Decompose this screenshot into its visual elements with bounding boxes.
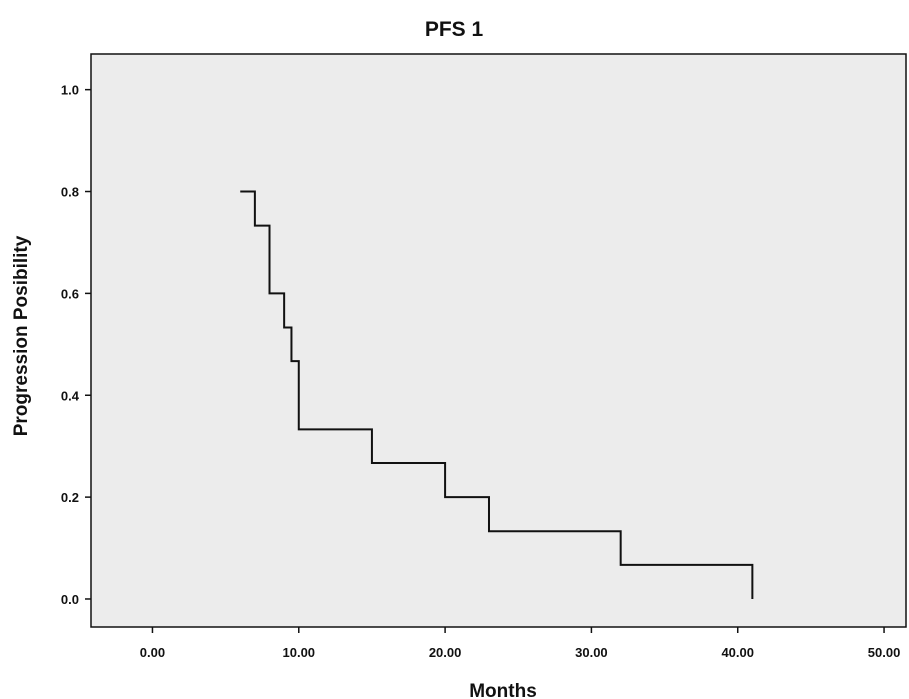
y-tick-label: 0.2 xyxy=(61,490,79,505)
x-tick-label: 10.00 xyxy=(283,645,316,660)
x-tick-label: 40.00 xyxy=(721,645,754,660)
x-axis: 0.00 10.00 20.00 30.00 40.00 50.00 xyxy=(140,627,901,660)
y-tick-label: 0.0 xyxy=(61,592,79,607)
y-axis-label: Progression Posibility xyxy=(11,235,32,436)
plot-area xyxy=(91,54,906,627)
y-axis: 0.0 0.2 0.4 0.6 0.8 1.0 xyxy=(61,83,91,607)
x-tick-label: 20.00 xyxy=(429,645,462,660)
y-tick-label: 0.8 xyxy=(61,185,79,200)
x-tick-label: 50.00 xyxy=(868,645,901,660)
x-tick-label: 0.00 xyxy=(140,645,165,660)
y-tick-label: 0.4 xyxy=(61,388,80,403)
x-axis-label: Months xyxy=(469,681,537,699)
chart-title: PFS 1 xyxy=(425,18,484,41)
y-tick-label: 1.0 xyxy=(61,83,79,98)
x-tick-label: 30.00 xyxy=(575,645,608,660)
y-tick-label: 0.6 xyxy=(61,286,79,301)
